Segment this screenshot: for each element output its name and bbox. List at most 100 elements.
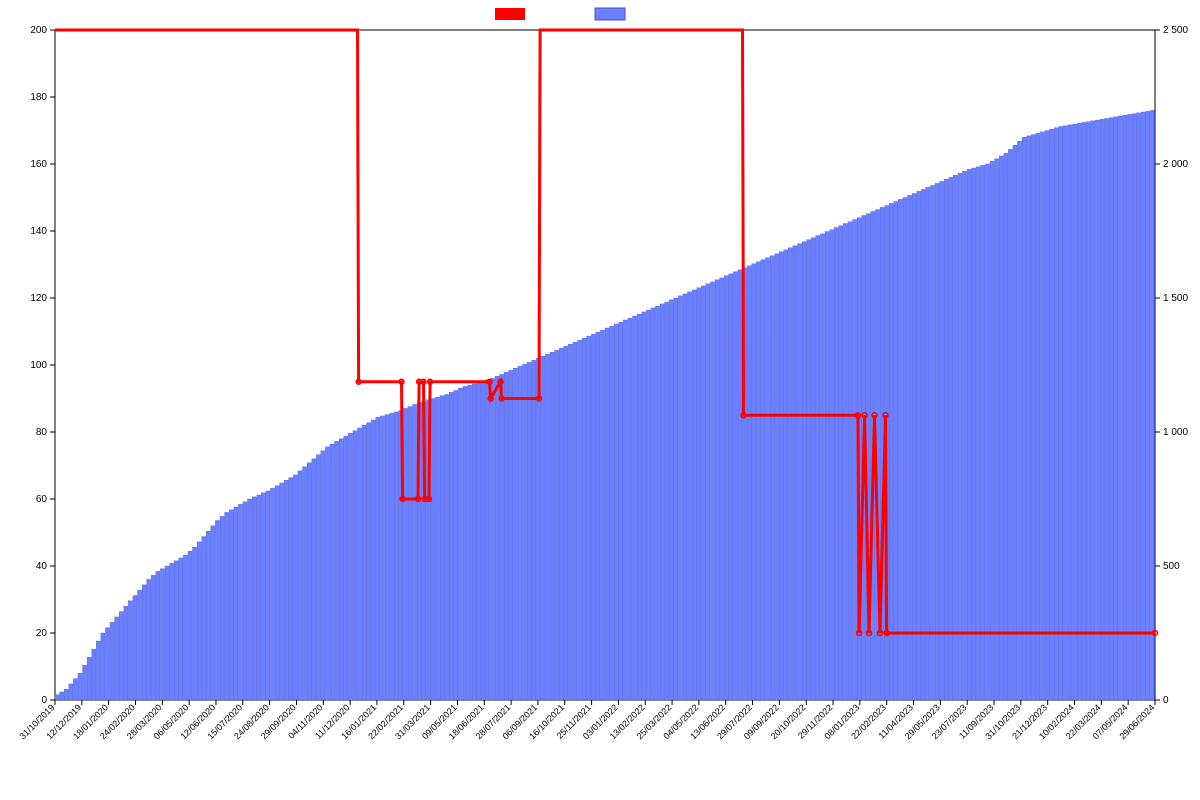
- bar: [64, 689, 68, 700]
- bar: [1045, 131, 1049, 701]
- bar: [500, 374, 504, 700]
- bar: [898, 199, 902, 700]
- bar: [119, 612, 123, 700]
- bar: [564, 346, 568, 700]
- bar: [92, 649, 96, 700]
- bar: [133, 595, 137, 700]
- bar: [1123, 115, 1127, 700]
- bar: [843, 224, 847, 701]
- bar: [445, 394, 449, 700]
- bar: [261, 493, 265, 700]
- bar: [697, 288, 701, 700]
- bar: [765, 258, 769, 700]
- bar: [165, 566, 169, 700]
- ytick-left-label: 180: [30, 92, 47, 103]
- bar: [449, 392, 453, 700]
- bar: [1146, 111, 1150, 700]
- bar: [142, 585, 146, 700]
- bar: [413, 404, 417, 700]
- bar: [60, 692, 64, 700]
- bar: [912, 193, 916, 700]
- bar: [894, 202, 898, 700]
- bar: [477, 382, 481, 700]
- bar: [578, 340, 582, 700]
- bar: [115, 617, 119, 700]
- bar: [628, 318, 632, 700]
- bar: [1091, 121, 1095, 700]
- bar: [1022, 137, 1026, 700]
- ytick-right-label: 1 500: [1163, 293, 1188, 304]
- bar: [440, 396, 444, 700]
- bar: [1132, 114, 1136, 700]
- bar: [1040, 132, 1044, 700]
- bar: [953, 175, 957, 700]
- bar: [967, 169, 971, 700]
- bar: [779, 252, 783, 700]
- bar: [729, 274, 733, 700]
- bar: [266, 491, 270, 700]
- bar: [316, 455, 320, 700]
- bar: [234, 507, 238, 700]
- bar: [995, 159, 999, 700]
- bar: [156, 571, 160, 700]
- ytick-left-label: 40: [36, 561, 48, 572]
- bar: [637, 314, 641, 700]
- bar: [509, 370, 513, 700]
- bar: [188, 551, 192, 700]
- bar: [614, 324, 618, 700]
- ytick-right-label: 2 000: [1163, 159, 1188, 170]
- bar: [380, 416, 384, 700]
- bar: [83, 665, 87, 700]
- bar: [1109, 118, 1113, 700]
- bar: [963, 171, 967, 700]
- bar: [1063, 126, 1067, 700]
- bar: [284, 480, 288, 700]
- bar: [458, 388, 462, 700]
- bar: [816, 236, 820, 700]
- bar: [238, 504, 242, 700]
- bar: [183, 555, 187, 700]
- bar: [940, 181, 944, 700]
- bar: [619, 322, 623, 700]
- bar: [339, 439, 343, 700]
- bar: [495, 376, 499, 700]
- bar: [820, 234, 824, 700]
- bar: [325, 447, 329, 700]
- bar: [688, 292, 692, 700]
- bar: [280, 483, 284, 700]
- bar: [720, 278, 724, 700]
- bar: [435, 397, 439, 700]
- bar: [138, 590, 142, 700]
- bar: [958, 173, 962, 700]
- bar: [307, 463, 311, 700]
- bar: [633, 316, 637, 700]
- bar: [147, 579, 151, 700]
- bar: [1036, 133, 1040, 700]
- bar: [101, 633, 105, 700]
- bar: [830, 230, 834, 700]
- bar: [513, 368, 517, 700]
- bar: [715, 280, 719, 700]
- bar: [252, 497, 256, 700]
- bar: [298, 471, 302, 700]
- bar: [587, 336, 591, 700]
- bar: [646, 310, 650, 700]
- bar: [518, 366, 522, 700]
- bar: [600, 330, 604, 700]
- bar: [811, 238, 815, 700]
- bar: [303, 467, 307, 700]
- bar: [834, 228, 838, 700]
- bar: [463, 386, 467, 700]
- bar: [367, 423, 371, 700]
- bar: [1018, 141, 1022, 700]
- bar: [788, 248, 792, 700]
- bar: [376, 417, 380, 700]
- bar: [193, 547, 197, 700]
- ytick-left-label: 140: [30, 226, 47, 237]
- bar: [335, 441, 339, 700]
- ytick-left-label: 80: [36, 427, 48, 438]
- bar: [550, 352, 554, 700]
- bar: [289, 478, 293, 700]
- bar: [124, 606, 128, 700]
- ytick-right-label: 0: [1163, 695, 1169, 706]
